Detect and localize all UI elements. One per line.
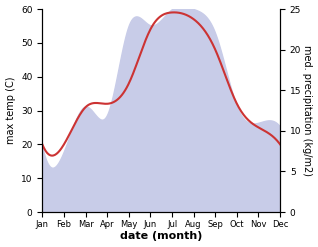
Y-axis label: med. precipitation (kg/m2): med. precipitation (kg/m2) — [302, 45, 313, 176]
X-axis label: date (month): date (month) — [120, 231, 203, 242]
Y-axis label: max temp (C): max temp (C) — [5, 77, 16, 144]
